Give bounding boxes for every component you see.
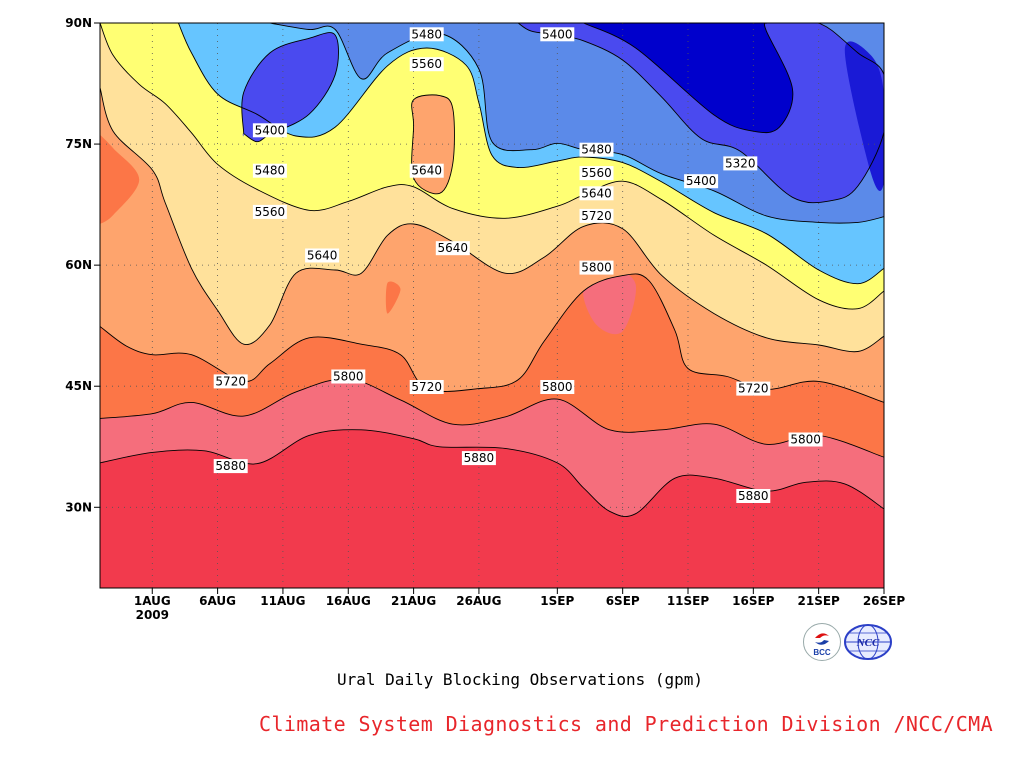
contour-line-5480	[269, 23, 884, 224]
contour-label-box	[461, 451, 496, 466]
contour-line-5640	[411, 94, 455, 195]
contour-label: 5800	[790, 433, 821, 447]
contour-label-box	[252, 123, 287, 138]
contour-label: 5400	[686, 174, 717, 188]
contour-label-box	[579, 208, 614, 223]
x-tick-label: 6SEP	[606, 594, 640, 608]
y-tick-label: 30N	[65, 500, 92, 514]
contour-label: 5320	[725, 156, 756, 170]
contour-label: 5480	[581, 143, 612, 157]
contour-label: 5720	[738, 382, 769, 396]
band-5320-patch-west	[241, 32, 339, 142]
contour-label: 5400	[255, 123, 286, 137]
contour-line-5720	[100, 87, 884, 353]
contour-line-5560	[177, 23, 884, 285]
x-tick-year: 2009	[136, 608, 169, 622]
contour-label-box	[788, 432, 823, 447]
x-tick-label: 11SEP	[667, 594, 710, 608]
x-tick-label: 16AUG	[326, 594, 371, 608]
contour-label-box	[409, 163, 444, 178]
x-tick-label: 1AUG	[134, 594, 171, 608]
contour-label-box	[736, 489, 771, 503]
contour-label: 5800	[333, 370, 364, 384]
y-tick-label: 60N	[65, 258, 92, 272]
contour-label: 5480	[411, 27, 442, 41]
contour-label: 5880	[464, 451, 495, 465]
contour-label-box	[409, 380, 444, 394]
contour-label-box	[252, 163, 287, 178]
x-tick-label: 21AUG	[391, 594, 436, 608]
x-tick-label: 26SEP	[863, 594, 906, 608]
contour-line-5320	[583, 23, 794, 134]
y-tick-label: 75N	[65, 137, 92, 151]
contour-labels: 5480 5400 5560 5400 5480 5640 5480 5560 5320 5400…	[213, 27, 823, 503]
contour-label: 5480	[255, 164, 286, 178]
contour-label-box	[579, 186, 614, 201]
plot-frame	[99, 22, 885, 589]
contour-label-box	[331, 369, 366, 384]
contour-label-box	[305, 248, 340, 263]
bcc-logo: BCC	[802, 622, 842, 666]
ncc-globe-icon: NCC	[844, 624, 892, 660]
contour-label-box	[213, 459, 248, 474]
contour-label-box	[409, 57, 444, 72]
contour-line-5880	[100, 378, 884, 458]
contour-label: 5640	[438, 241, 469, 255]
contour-label-box	[579, 142, 614, 157]
bcc-logo-text: BCC	[813, 648, 831, 657]
contour-label: 5880	[738, 489, 769, 503]
contour-label-box	[736, 381, 771, 396]
contour-label: 5640	[411, 164, 442, 178]
band-5320-5400	[518, 23, 884, 203]
contour-label: 5560	[581, 166, 612, 180]
x-tick-label: 21SEP	[798, 594, 841, 608]
y-tick-label: 45N	[65, 379, 92, 393]
contour-label-box	[409, 27, 444, 42]
contour-label: 5720	[215, 374, 246, 388]
chart-title: Ural Daily Blocking Observations (gpm)	[336, 670, 704, 689]
contour-label-box	[435, 241, 470, 256]
footer-credit: Climate System Diagnostics and Predictio…	[259, 712, 994, 736]
x-tick-label: 6AUG	[199, 594, 236, 608]
contour-label-box	[579, 166, 614, 181]
band-5800-left	[100, 134, 140, 224]
contour-label: 5800	[581, 261, 612, 275]
contour-label: 5720	[411, 380, 442, 394]
contour-label: 5560	[255, 205, 286, 219]
x-tick-label: 11AUG	[260, 594, 305, 608]
x-tick-label: 26AUG	[456, 594, 501, 608]
x-tick-label: 16SEP	[732, 594, 775, 608]
contour-label: 5800	[542, 380, 573, 394]
contour-line-5800	[100, 273, 884, 403]
contour-label: 5640	[581, 186, 612, 200]
contour-label-box	[723, 156, 758, 171]
contour-label-box	[213, 374, 248, 389]
contour-label-box	[252, 204, 287, 219]
contour-label-box	[540, 27, 575, 42]
contour-label: 5400	[542, 27, 573, 41]
ncc-logo: NCC	[843, 623, 893, 665]
band-5800-sliver	[385, 281, 401, 314]
contour-line-5640	[100, 23, 884, 310]
contour-label: 5560	[411, 57, 442, 71]
contour-label-box	[540, 380, 575, 394]
y-tick-label: 90N	[65, 16, 92, 30]
ncc-logo-text: NCC	[856, 637, 880, 649]
contour-label: 5640	[307, 249, 338, 263]
contour-label: 5720	[581, 209, 612, 223]
contour-label: 5880	[215, 459, 246, 473]
contour-line-5400	[241, 32, 339, 143]
bcc-emblem-icon: BCC	[803, 623, 841, 661]
band-lowest-patch	[844, 41, 884, 191]
contour-label-box	[684, 174, 719, 189]
contour-label-box	[579, 260, 614, 275]
x-tick-label: 1SEP	[540, 594, 574, 608]
